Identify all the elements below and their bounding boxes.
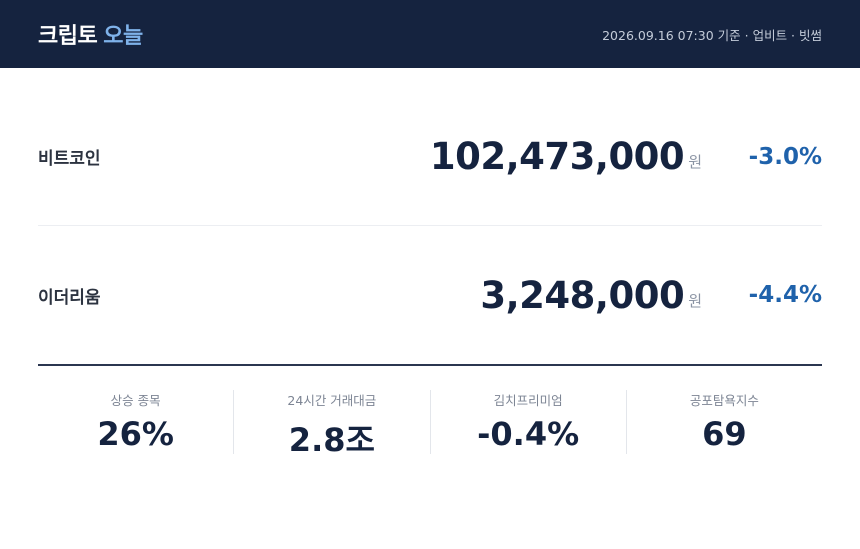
stat-value: -0.4% — [477, 415, 580, 453]
stat-item: 상승 종목 26% — [38, 390, 233, 454]
title-text: 크립토 — [38, 24, 98, 49]
brand-title: 크립토 오늘 — [38, 18, 143, 50]
asset-price: 102,473,000 — [429, 135, 685, 178]
update-info: 2026.09.16 07:30 기준 · 업비트 · 빗썸 — [602, 27, 822, 43]
header: 크립토 오늘 2026.09.16 07:30 기준 · 업비트 · 빗썸 — [0, 0, 860, 68]
price-unit: 원 — [688, 291, 702, 310]
stat-label: 상승 종목 — [110, 393, 161, 408]
price-unit: 원 — [688, 153, 702, 171]
title-accent: 오늘 — [103, 24, 143, 49]
stat-value: 26% — [97, 415, 174, 453]
main: 비트코인 102,473,000 원 -3.0% 이더리움 3,248,000 원 -4.4%… — [0, 88, 860, 459]
asset-name: 이더리움 — [38, 287, 101, 308]
stat-item: 김치프리미엄 -0.4% — [429, 390, 626, 454]
stat-label: 공포탐욕지수 — [689, 393, 759, 408]
price-change: -4.4% — [748, 282, 822, 308]
stats-bar: 상승 종목 26% 24시간 거래대금 2.8조 김치프리미엄 -0.4% 공포탐욕지수 69 — [38, 390, 822, 459]
stat-item: 공포탐욕지수 69 — [625, 390, 822, 454]
price-change: -3.0% — [748, 143, 822, 170]
stat-label: 김치프리미엄 — [493, 393, 563, 408]
stat-label: 24시간 거래대금 — [287, 393, 377, 408]
asset-row: 이더리움 3,248,000 원 -4.4% — [38, 226, 822, 366]
asset-row: 비트코인 102,473,000 원 -3.0% — [38, 88, 822, 226]
asset-list: 비트코인 102,473,000 원 -3.0% 이더리움 3,248,000 원 -4.4% — [38, 88, 822, 366]
stat-value: 69 — [702, 415, 747, 453]
asset-name: 비트코인 — [38, 149, 101, 169]
stat-value: 2.8조 — [288, 421, 375, 459]
stat-item: 24시간 거래대금 2.8조 — [233, 390, 429, 459]
asset-price: 3,248,000 — [480, 273, 685, 317]
